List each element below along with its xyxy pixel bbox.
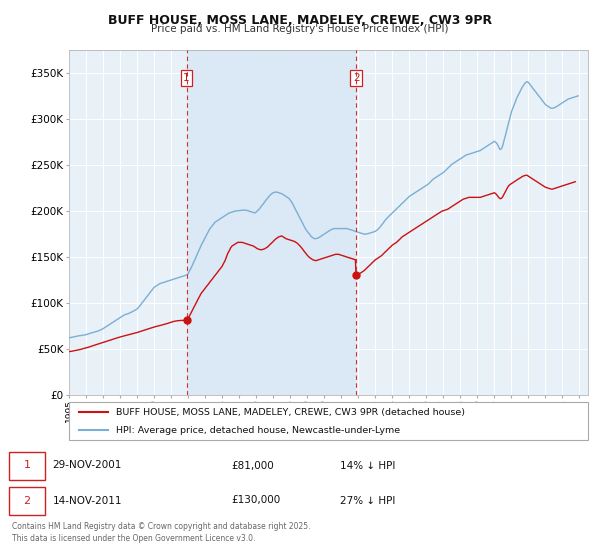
Text: £130,000: £130,000: [231, 496, 280, 506]
FancyBboxPatch shape: [9, 451, 45, 479]
Text: 29-NOV-2001: 29-NOV-2001: [52, 460, 122, 470]
Text: BUFF HOUSE, MOSS LANE, MADELEY, CREWE, CW3 9PR (detached house): BUFF HOUSE, MOSS LANE, MADELEY, CREWE, C…: [116, 408, 465, 417]
Text: 2: 2: [23, 496, 31, 506]
Text: 2: 2: [353, 73, 359, 83]
FancyBboxPatch shape: [69, 402, 588, 440]
FancyBboxPatch shape: [9, 487, 45, 515]
Text: 27% ↓ HPI: 27% ↓ HPI: [340, 496, 395, 506]
Text: Contains HM Land Registry data © Crown copyright and database right 2025.
This d: Contains HM Land Registry data © Crown c…: [12, 522, 311, 543]
Text: Price paid vs. HM Land Registry's House Price Index (HPI): Price paid vs. HM Land Registry's House …: [151, 24, 449, 34]
Text: 1: 1: [23, 460, 31, 470]
Text: 14-NOV-2011: 14-NOV-2011: [52, 496, 122, 506]
Bar: [187, 50, 356, 395]
Text: BUFF HOUSE, MOSS LANE, MADELEY, CREWE, CW3 9PR: BUFF HOUSE, MOSS LANE, MADELEY, CREWE, C…: [108, 14, 492, 27]
Text: £81,000: £81,000: [231, 460, 274, 470]
Text: 1: 1: [183, 73, 190, 83]
Text: HPI: Average price, detached house, Newcastle-under-Lyme: HPI: Average price, detached house, Newc…: [116, 426, 400, 435]
Text: 14% ↓ HPI: 14% ↓ HPI: [340, 460, 395, 470]
